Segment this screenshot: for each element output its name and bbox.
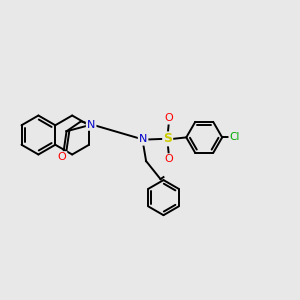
Text: S: S: [163, 132, 172, 146]
Text: Cl: Cl: [229, 132, 239, 142]
Text: N: N: [87, 120, 95, 130]
Text: O: O: [58, 152, 66, 162]
Text: O: O: [164, 154, 173, 164]
Text: O: O: [164, 113, 173, 124]
Text: N: N: [139, 134, 147, 145]
